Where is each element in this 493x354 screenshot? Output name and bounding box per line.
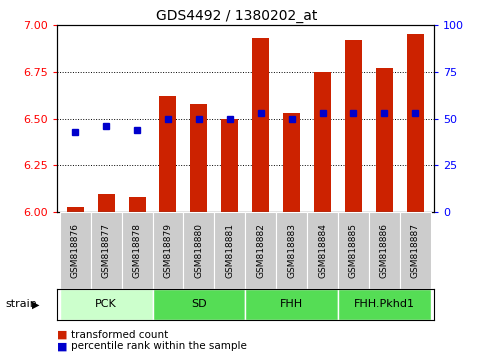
Text: FHH: FHH [280,299,303,309]
Text: GSM818887: GSM818887 [411,223,420,278]
Bar [307,212,338,289]
Bar [376,68,393,212]
Bar [369,212,400,289]
Text: GSM818879: GSM818879 [164,223,173,278]
Bar [98,194,115,212]
Bar [338,289,431,320]
Text: GSM818876: GSM818876 [70,223,80,278]
Text: GSM818883: GSM818883 [287,223,296,278]
Bar [252,38,269,212]
Text: GSM818877: GSM818877 [102,223,110,278]
Bar [407,34,424,212]
Text: SD: SD [191,299,207,309]
Bar [152,212,183,289]
Bar [276,212,307,289]
Bar [129,198,145,212]
Text: PCK: PCK [95,299,117,309]
Bar [67,207,84,212]
Bar [221,119,238,212]
Text: GSM818881: GSM818881 [225,223,234,278]
Bar [245,212,276,289]
Bar [152,289,246,320]
Bar [183,212,214,289]
Text: GSM818884: GSM818884 [318,223,327,278]
Text: ▶: ▶ [32,299,39,309]
Bar [283,113,300,212]
Bar [60,212,91,289]
Text: transformed count: transformed count [71,330,169,339]
Bar [400,212,431,289]
Text: GSM818880: GSM818880 [194,223,204,278]
Text: ■: ■ [57,330,67,339]
Bar [245,289,338,320]
Bar [91,212,122,289]
Text: strain: strain [5,299,37,309]
Bar [122,212,152,289]
Bar [190,104,208,212]
Text: GSM818886: GSM818886 [380,223,389,278]
Bar [159,96,176,212]
Bar [314,72,331,212]
Bar [214,212,245,289]
Bar [345,40,362,212]
Text: GDS4492 / 1380202_at: GDS4492 / 1380202_at [156,9,317,23]
Text: GSM818878: GSM818878 [133,223,141,278]
Text: GSM818882: GSM818882 [256,223,265,278]
Text: percentile rank within the sample: percentile rank within the sample [71,341,247,351]
Bar [338,212,369,289]
Text: ■: ■ [57,341,67,351]
Text: FHH.Pkhd1: FHH.Pkhd1 [354,299,415,309]
Bar [60,289,152,320]
Text: GSM818885: GSM818885 [349,223,358,278]
